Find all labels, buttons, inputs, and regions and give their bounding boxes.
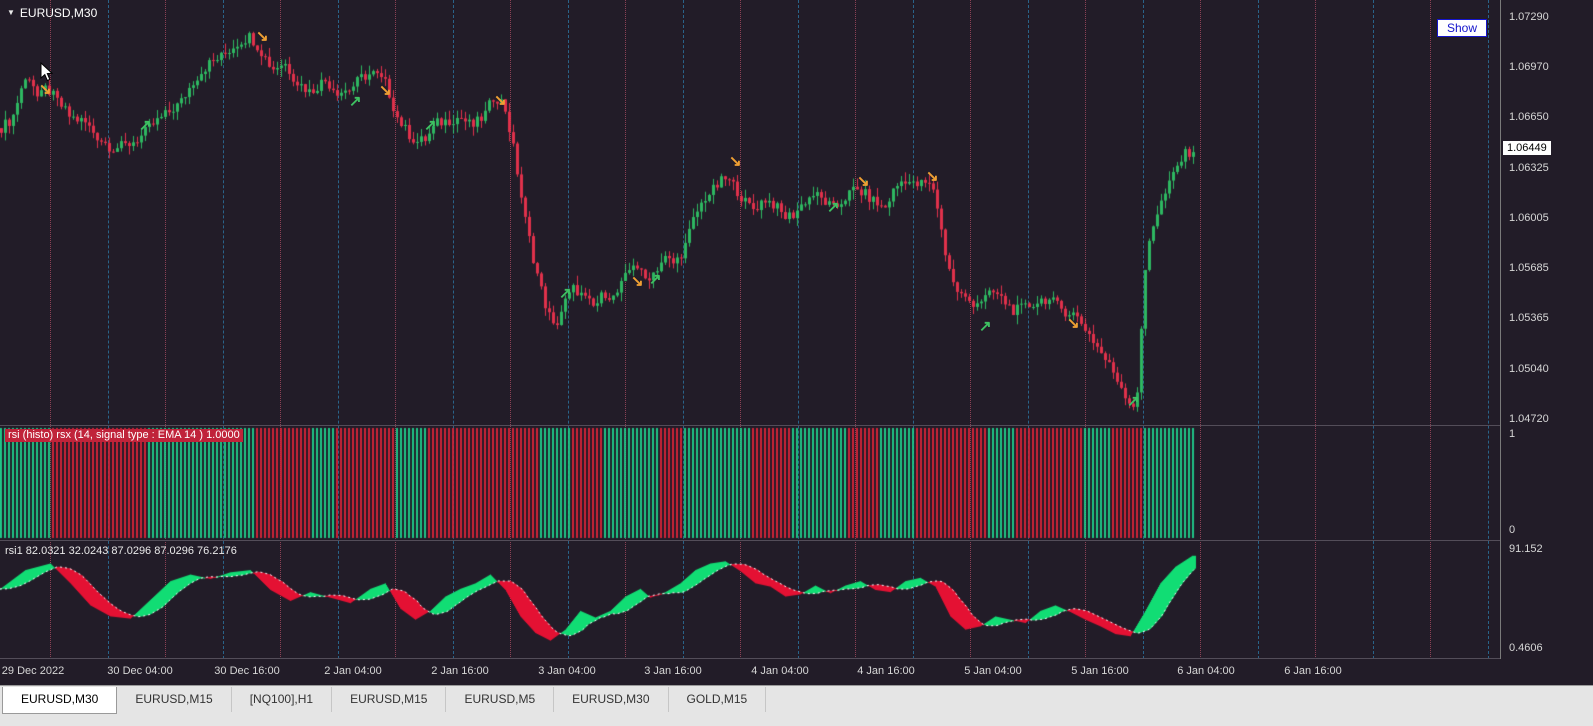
price-tick-label: 1.05685: [1509, 261, 1549, 274]
buy-signal-arrow: ↗: [1127, 393, 1140, 411]
sell-signal-arrow: ↘: [631, 272, 644, 290]
rsi-scale-max: 91.152: [1509, 543, 1543, 555]
chart-tab-0[interactable]: EURUSD,M30: [2, 687, 118, 714]
price-tick-label: 1.05365: [1509, 311, 1549, 324]
price-chart-canvas[interactable]: [0, 0, 1500, 425]
sell-signal-arrow: ↘: [39, 80, 52, 98]
panel-divider[interactable]: [0, 540, 1593, 541]
chart-tab-4[interactable]: EURUSD,M5: [446, 687, 555, 712]
time-axis-label: 4 Jan 04:00: [751, 665, 809, 677]
price-tick-label: 1.06650: [1509, 111, 1549, 124]
chart-tab-3[interactable]: EURUSD,M15: [332, 687, 447, 712]
histogram-scale-min: 0: [1509, 524, 1516, 536]
buy-signal-arrow: ↗: [649, 271, 662, 289]
price-tick-label: 1.06325: [1509, 161, 1549, 174]
chart-tab-5[interactable]: EURUSD,M30: [554, 687, 669, 712]
price-tick-label: 1.07290: [1509, 11, 1549, 24]
rsi-histogram-canvas[interactable]: [0, 426, 1500, 540]
rsi-indicator-label: rsi1 82.0321 32.0243 87.0296 87.0296 76.…: [5, 545, 237, 557]
time-axis-label: 2 Jan 04:00: [324, 665, 382, 677]
histogram-indicator-label: rsi (histo) rsx (14, signal type : EMA 1…: [5, 429, 243, 442]
time-axis-label: 4 Jan 16:00: [857, 665, 915, 677]
buy-signal-arrow: ↗: [559, 285, 572, 303]
chart-tab-6[interactable]: GOLD,M15: [669, 687, 767, 712]
time-axis-label: 29 Dec 2022: [1, 665, 65, 677]
time-axis-label: 5 Jan 04:00: [964, 665, 1022, 677]
time-axis-label: 2 Jan 16:00: [431, 665, 489, 677]
price-tick-label: 1.06005: [1509, 211, 1549, 224]
sell-signal-arrow: ↘: [857, 172, 870, 190]
sell-signal-arrow: ↘: [379, 82, 392, 100]
panel-divider[interactable]: [0, 425, 1593, 426]
symbol-text: EURUSD,M30: [19, 6, 98, 20]
buy-signal-arrow: ↗: [827, 199, 840, 217]
time-axis-label: 3 Jan 04:00: [538, 665, 596, 677]
mouse-cursor: [40, 62, 54, 82]
time-axis-label: 5 Jan 16:00: [1071, 665, 1129, 677]
sell-signal-arrow: ↘: [1067, 315, 1080, 332]
time-axis-label: 3 Jan 16:00: [644, 665, 702, 677]
time-axis[interactable]: 29 Dec 2022 30 Dec 04:00 30 Dec 16:00 2 Jan…: [0, 659, 1593, 685]
time-axis-label: 30 Dec 04:00: [107, 665, 173, 677]
buy-signal-arrow: ↗: [139, 116, 152, 134]
chart-symbol-label: ▼ EURUSD,M30: [7, 6, 97, 20]
time-axis-label: 30 Dec 16:00: [214, 665, 280, 677]
show-button[interactable]: Show: [1437, 19, 1487, 37]
price-tick-label: 1.04720: [1509, 412, 1549, 425]
buy-signal-arrow: ↗: [424, 116, 437, 134]
collapse-triangle-icon[interactable]: ▼: [7, 8, 15, 17]
sell-signal-arrow: ↘: [729, 152, 742, 170]
chart-tab-1[interactable]: EURUSD,M15: [117, 687, 232, 712]
histogram-scale-max: 1: [1509, 428, 1516, 440]
panel-divider: [0, 658, 1593, 659]
price-axis[interactable]: 1.07290 1.06970 1.06650 1.06325 1.06005 1.056…: [1500, 0, 1593, 659]
sell-signal-arrow: ↘: [926, 168, 939, 186]
price-tick-label: 1.05040: [1509, 362, 1549, 375]
time-axis-label: 6 Jan 04:00: [1177, 665, 1235, 677]
buy-signal-arrow: ↗: [349, 93, 362, 111]
rsi-scale-min: 0.4606: [1509, 642, 1543, 654]
time-axis-label: 6 Jan 16:00: [1284, 665, 1342, 677]
chart-tab-2[interactable]: [NQ100],H1: [232, 687, 333, 712]
sell-signal-arrow: ↘: [256, 27, 269, 45]
sell-signal-arrow: ↘: [494, 91, 507, 109]
price-tick-label: 1.06970: [1509, 61, 1549, 74]
chart-tab-bar: EURUSD,M30 EURUSD,M15 [NQ100],H1 EURUSD,M15…: [0, 685, 1593, 726]
rsi-ribbon-canvas[interactable]: [0, 541, 1500, 658]
buy-signal-arrow: ↗: [979, 318, 992, 336]
current-price-badge: 1.06449: [1503, 140, 1551, 155]
